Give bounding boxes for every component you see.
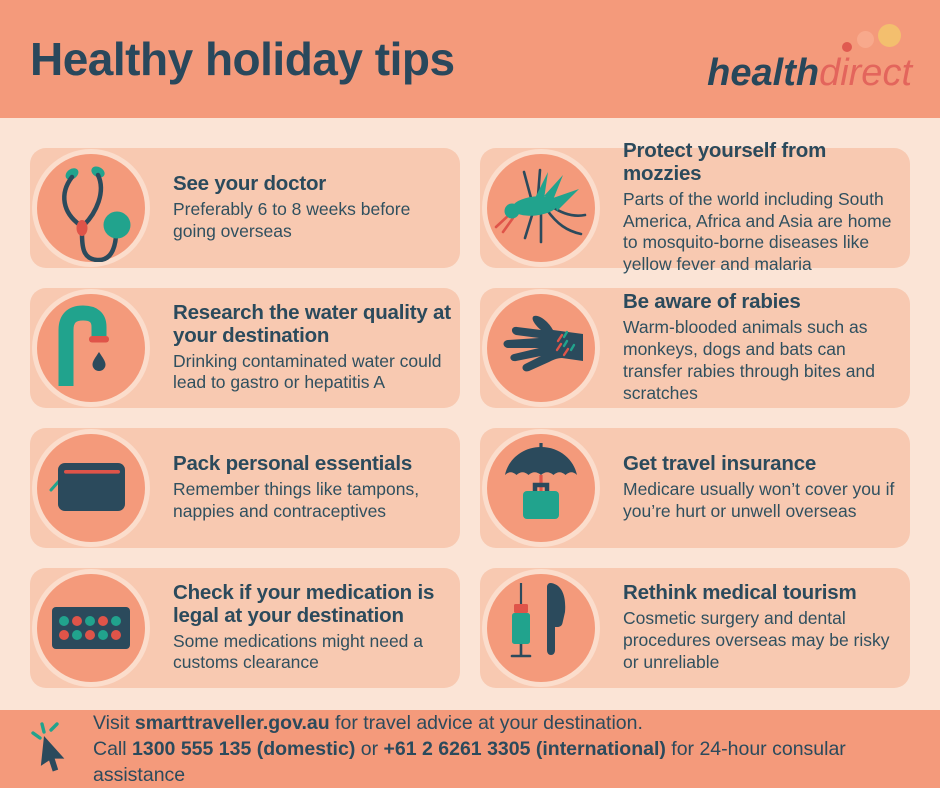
card-title: See your doctor bbox=[173, 172, 327, 196]
card-text: Research the water quality at your desti… bbox=[173, 288, 452, 408]
footer-line1-suffix: for travel advice at your destination. bbox=[329, 711, 643, 734]
blister-pack-icon bbox=[37, 574, 145, 682]
card-text: Rethink medical tourism Cosmetic surgery… bbox=[623, 568, 902, 688]
international-phone-number: +61 2 6261 3305 (international) bbox=[383, 737, 666, 760]
footer: Visit smarttraveller.gov.au for travel a… bbox=[0, 710, 940, 788]
footer-line-1: Visit smarttraveller.gov.au for travel a… bbox=[93, 710, 940, 736]
mosquito-icon bbox=[487, 154, 595, 262]
card-medical-tourism: Rethink medical tourism Cosmetic surgery… bbox=[480, 568, 910, 688]
card-text: Check if your medication is legal at you… bbox=[173, 568, 452, 688]
card-medication-legal: Check if your medication is legal at you… bbox=[30, 568, 460, 688]
footer-line2-prefix: Call bbox=[93, 737, 133, 760]
smarttraveller-url: smarttraveller.gov.au bbox=[134, 711, 330, 734]
logo-direct-word: direct bbox=[819, 52, 912, 94]
card-text: Pack personal essentials Remember things… bbox=[173, 428, 452, 548]
footer-line-2: Call 1300 555 135 (domestic) or +61 2 62… bbox=[93, 736, 940, 788]
card-title: Pack personal essentials bbox=[173, 452, 413, 476]
card-text: Protect yourself from mozzies Parts of t… bbox=[623, 139, 902, 274]
cursor-click-icon bbox=[31, 721, 79, 778]
card-travel-insurance: Get travel insurance Medicare usually wo… bbox=[480, 428, 910, 548]
card-rabies: Be aware of rabies Warm-blooded animals … bbox=[480, 288, 910, 408]
card-title: Check if your medication is legal at you… bbox=[173, 580, 435, 627]
card-text: See your doctor Preferably 6 to 8 weeks … bbox=[173, 148, 452, 268]
stethoscope-icon bbox=[37, 154, 145, 262]
tap-icon bbox=[37, 294, 145, 402]
logo-dot-salmon bbox=[857, 31, 874, 48]
card-body: Parts of the world including South Ameri… bbox=[623, 188, 892, 275]
card-title: Research the water quality at your desti… bbox=[173, 300, 451, 347]
footer-line2-suffix: for 24-hour consular assistance bbox=[93, 737, 846, 787]
syringe-knife-icon bbox=[487, 574, 595, 682]
card-title: Rethink medical tourism bbox=[623, 581, 857, 605]
card-body: Warm-blooded animals such as monkeys, do… bbox=[623, 317, 875, 403]
card-body: Drinking contaminated water could lead t… bbox=[173, 350, 442, 393]
logo-dot-red bbox=[842, 42, 852, 52]
card-body: Cosmetic surgery and dental procedures o… bbox=[623, 608, 890, 672]
tips-grid: See your doctor Preferably 6 to 8 weeks … bbox=[30, 139, 910, 688]
healthdirect-logo: healthdirect bbox=[707, 18, 912, 100]
card-text: Get travel insurance Medicare usually wo… bbox=[623, 428, 902, 548]
card-protect-from-mozzies: Protect yourself from mozzies Parts of t… bbox=[480, 139, 910, 274]
footer-line2-mid: or bbox=[355, 737, 384, 760]
card-see-your-doctor: See your doctor Preferably 6 to 8 weeks … bbox=[30, 148, 460, 268]
umbrella-suitcase-icon bbox=[487, 434, 595, 542]
page-title: Healthy holiday tips bbox=[30, 33, 455, 85]
domestic-phone-number: 1300 555 135 (domestic) bbox=[132, 737, 356, 760]
card-water-quality: Research the water quality at your desti… bbox=[30, 288, 460, 408]
hand-icon bbox=[487, 294, 595, 402]
card-body: Preferably 6 to 8 weeks before going ove… bbox=[173, 199, 411, 241]
card-body: Remember things like tampons, nappies an… bbox=[173, 479, 420, 521]
card-pack-essentials: Pack personal essentials Remember things… bbox=[30, 428, 460, 548]
toiletry-bag-icon bbox=[37, 434, 145, 542]
footer-text: Visit smarttraveller.gov.au for travel a… bbox=[93, 710, 940, 788]
footer-line1-prefix: Visit bbox=[93, 711, 135, 734]
header: Healthy holiday tips healthdirect bbox=[0, 0, 940, 118]
card-text: Be aware of rabies Warm-blooded animals … bbox=[623, 288, 902, 408]
card-title: Get travel insurance bbox=[623, 452, 817, 476]
card-body: Some medications might need a customs cl… bbox=[173, 630, 423, 673]
logo-health-word: health bbox=[707, 52, 820, 94]
logo-dot-yellow bbox=[878, 24, 901, 47]
card-title: Be aware of rabies bbox=[623, 290, 801, 314]
logo-text: healthdirect bbox=[707, 54, 912, 100]
card-title: Protect yourself from mozzies bbox=[623, 138, 827, 185]
card-body: Medicare usually won’t cover you if you’… bbox=[623, 479, 895, 521]
